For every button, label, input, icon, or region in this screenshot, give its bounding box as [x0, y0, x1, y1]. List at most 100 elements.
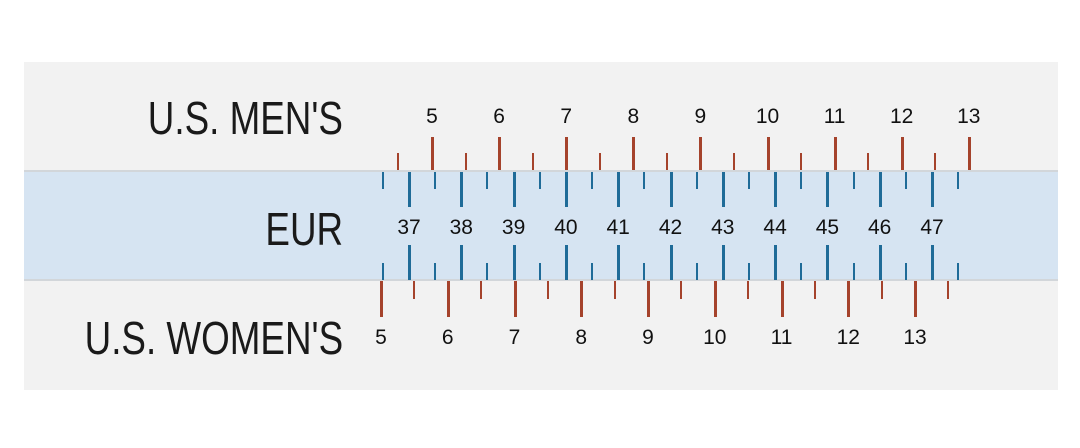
us-mens-major-tick [565, 137, 569, 170]
eur-minor-tick-bottom [852, 263, 855, 280]
eur-major-tick-bottom [408, 245, 411, 280]
us-mens-size-label: 5 [426, 105, 438, 128]
us-womens-major-tick [713, 281, 717, 317]
eur-minor-tick-top [538, 172, 541, 189]
us-mens-minor-tick [598, 153, 601, 170]
us-mens-size-label: 10 [755, 105, 780, 128]
eur-major-tick-bottom [617, 245, 621, 280]
eur-minor-tick-bottom [695, 263, 698, 280]
us-womens-size-label: 5 [375, 326, 387, 349]
us-mens-minor-tick [397, 153, 400, 170]
eur-major-tick-top [721, 172, 725, 207]
us-mens-major-tick [431, 137, 434, 170]
us-womens-size-label: 7 [508, 326, 521, 349]
eur-band [24, 170, 1058, 281]
eur-minor-tick-top [904, 172, 907, 189]
eur-minor-tick-bottom [538, 263, 541, 280]
eur-size-label: 43 [711, 216, 735, 239]
us-mens-major-tick [967, 137, 971, 170]
us-mens-minor-tick [867, 153, 870, 170]
us-womens-major-tick [647, 281, 650, 317]
us-womens-minor-tick [613, 281, 616, 299]
us-mens-minor-tick [464, 153, 467, 170]
eur-minor-tick-bottom [381, 263, 384, 280]
us-mens-size-label: 8 [627, 105, 640, 128]
eur-minor-tick-top [695, 172, 698, 189]
us-womens-major-tick [780, 281, 784, 317]
eur-minor-tick-top [800, 172, 803, 189]
eur-major-tick-top [512, 172, 516, 207]
eur-size-label: 44 [763, 216, 787, 239]
us-womens-size-label: 8 [575, 326, 588, 349]
eur-major-tick-bottom [931, 245, 934, 280]
eur-major-tick-bottom [460, 245, 464, 280]
us-mens-minor-tick [732, 153, 735, 170]
eur-minor-tick-top [852, 172, 855, 189]
eur-major-tick-bottom [721, 245, 725, 280]
eur-minor-tick-top [434, 172, 437, 189]
eur-size-label: 41 [606, 216, 630, 239]
us-womens-size-label: 6 [441, 326, 454, 349]
us-womens-label: U.S. WOMEN'S [84, 312, 344, 364]
us-mens-major-tick [632, 137, 636, 170]
us-womens-minor-tick [680, 281, 683, 299]
us-womens-major-tick [513, 281, 517, 317]
us-mens-minor-tick [665, 153, 668, 170]
us-mens-major-tick [699, 137, 703, 170]
us-womens-size-label: 11 [770, 326, 793, 349]
us-mens-minor-tick [800, 153, 803, 170]
us-mens-major-tick [900, 137, 904, 170]
us-mens-size-label: 7 [560, 105, 573, 128]
eur-minor-tick-top [591, 172, 594, 189]
eur-size-label: 46 [868, 216, 892, 239]
eur-minor-tick-bottom [591, 263, 594, 280]
us-mens-size-label: 6 [493, 105, 505, 128]
eur-major-tick-top [931, 172, 934, 207]
us-womens-minor-tick [947, 281, 950, 299]
eur-label: EUR [265, 203, 343, 255]
us-mens-size-label: 11 [823, 105, 846, 128]
eur-size-label: 40 [554, 216, 578, 239]
eur-major-tick-top [878, 172, 882, 207]
eur-minor-tick-top [486, 172, 489, 189]
us-mens-minor-tick [934, 153, 937, 170]
eur-major-tick-bottom [826, 245, 830, 280]
us-womens-major-tick [380, 281, 383, 317]
us-mens-label: U.S. MEN'S [147, 92, 343, 144]
us-womens-minor-tick [546, 281, 549, 299]
eur-minor-tick-bottom [486, 263, 489, 280]
us-womens-major-tick [847, 281, 851, 317]
eur-minor-tick-bottom [957, 263, 960, 280]
eur-minor-tick-bottom [747, 263, 750, 280]
eur-size-label: 38 [449, 216, 473, 239]
eur-size-label: 42 [658, 216, 683, 239]
eur-minor-tick-top [381, 172, 384, 189]
us-womens-size-label: 13 [903, 326, 927, 349]
us-womens-minor-tick [480, 281, 483, 299]
size-chart-panel [24, 62, 1058, 390]
eur-major-tick-bottom [669, 245, 673, 280]
eur-size-label: 47 [920, 216, 944, 239]
us-womens-major-tick [914, 281, 917, 317]
eur-major-tick-top [460, 172, 464, 207]
us-womens-minor-tick [413, 281, 416, 299]
eur-major-tick-top [774, 172, 778, 207]
eur-minor-tick-bottom [904, 263, 907, 280]
us-mens-major-tick [498, 137, 502, 170]
eur-major-tick-bottom [564, 245, 568, 280]
eur-minor-tick-top [957, 172, 960, 189]
us-womens-major-tick [580, 281, 584, 317]
us-womens-minor-tick [747, 281, 750, 299]
us-mens-major-tick [833, 137, 837, 170]
eur-major-tick-top [826, 172, 830, 207]
eur-major-tick-top [564, 172, 568, 207]
eur-size-label: 39 [501, 216, 526, 239]
us-womens-minor-tick [880, 281, 883, 299]
eur-major-tick-top [408, 172, 411, 207]
us-mens-size-label: 12 [890, 105, 914, 128]
eur-size-label: 37 [397, 216, 421, 239]
us-womens-size-label: 9 [642, 326, 654, 349]
us-mens-major-tick [766, 137, 770, 170]
us-womens-minor-tick [813, 281, 816, 299]
eur-minor-tick-top [747, 172, 750, 189]
